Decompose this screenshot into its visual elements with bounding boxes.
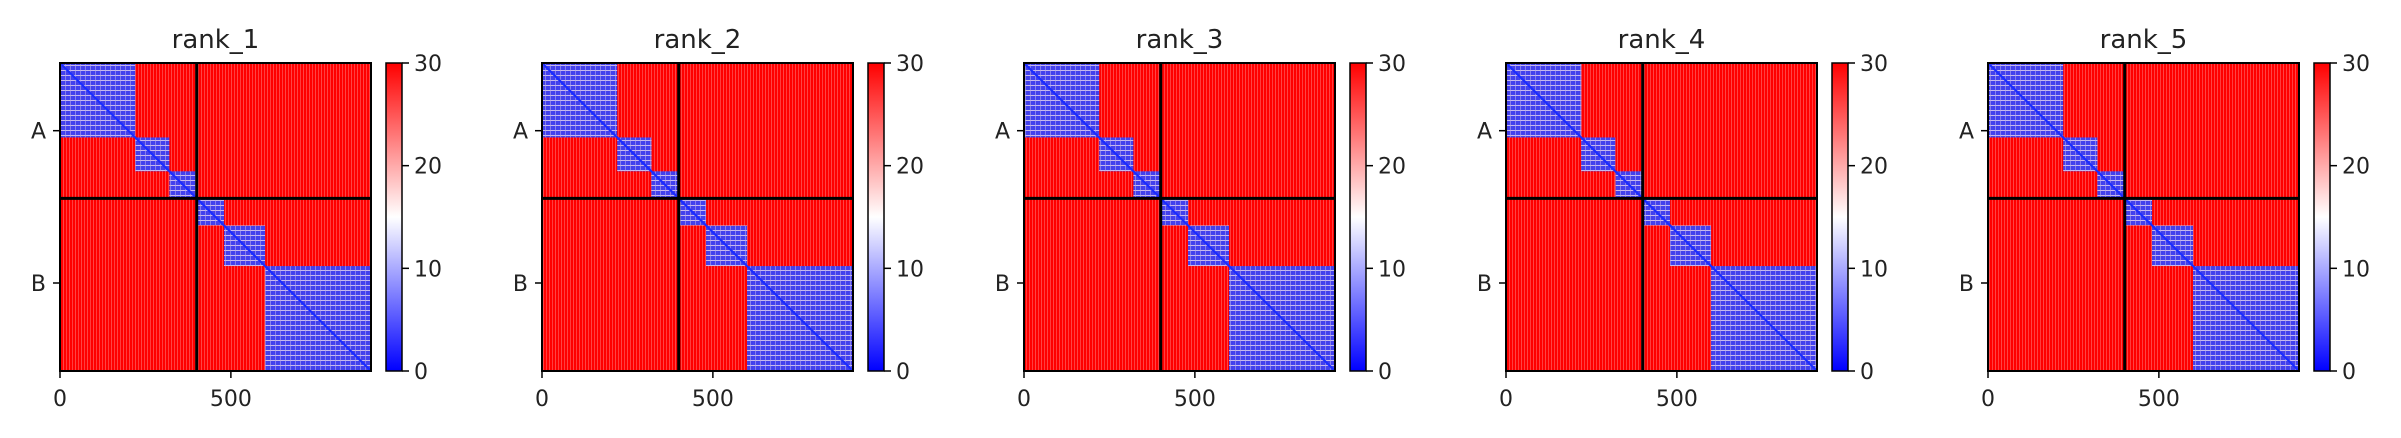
- colorbar-tick-label: 10: [414, 257, 442, 282]
- diagonal-line: [1505, 62, 1818, 372]
- x-tick-label: 0: [1499, 387, 1513, 412]
- colorbar-tick-label: 30: [1860, 52, 1888, 77]
- colorbar-tick-label: 0: [1860, 360, 1874, 385]
- panel-title: rank_1: [172, 25, 260, 55]
- axes-frame: [541, 62, 854, 372]
- colorbar-tick-label: 20: [2342, 155, 2370, 180]
- diagonal-line: [541, 62, 854, 372]
- x-tick-label: 0: [1981, 387, 1995, 412]
- colorbar-tick-label: 0: [896, 360, 910, 385]
- colorbar-tick-label: 0: [2342, 360, 2356, 385]
- x-tick-label: 0: [1017, 387, 1031, 412]
- x-tick-label: 0: [535, 387, 549, 412]
- heatmap-panel-3: rank_3 0 500 A B 0 10 20 30: [995, 25, 1406, 412]
- panel-title: rank_5: [2100, 25, 2188, 55]
- x-tick-label: 500: [692, 387, 734, 412]
- y-tick-label: B: [513, 272, 528, 297]
- y-tick-label: A: [513, 120, 528, 145]
- y-tick-label: A: [995, 120, 1010, 145]
- axes-frame: [1505, 62, 1818, 372]
- panel-title: rank_2: [654, 25, 742, 55]
- colorbar-tick-label: 20: [414, 155, 442, 180]
- colorbar-tick-label: 10: [1378, 257, 1406, 282]
- diagonal-line: [1987, 62, 2300, 372]
- x-tick-label: 500: [2138, 387, 2180, 412]
- y-tick-label: A: [1959, 120, 1974, 145]
- colorbar: [1349, 62, 1367, 372]
- colorbar-tick-label: 0: [1378, 360, 1392, 385]
- colorbar-tick-label: 10: [2342, 257, 2370, 282]
- x-tick-label: 0: [53, 387, 67, 412]
- panel-title: rank_4: [1618, 25, 1706, 55]
- heatmap-panel-5: rank_5 0 500 A B 0 10 20 30: [1959, 25, 2370, 412]
- colorbar-tick-label: 20: [896, 155, 924, 180]
- y-tick-label: B: [31, 272, 46, 297]
- colorbar: [1831, 62, 1849, 372]
- colorbar-tick-label: 30: [414, 52, 442, 77]
- colorbar-tick-label: 30: [1378, 52, 1406, 77]
- diagonal-line: [59, 62, 372, 372]
- axes-frame: [59, 62, 372, 372]
- heatmap-panel-2: rank_2 0 500 A B 0 10 20 30: [513, 25, 924, 412]
- colorbar: [867, 62, 885, 372]
- axes-frame: [1987, 62, 2300, 372]
- y-tick-label: A: [1477, 120, 1492, 145]
- x-tick-label: 500: [210, 387, 252, 412]
- colorbar: [385, 62, 403, 372]
- diagonal-line: [1023, 62, 1336, 372]
- y-tick-label: B: [1477, 272, 1492, 297]
- colorbar-tick-label: 0: [414, 360, 428, 385]
- x-tick-label: 500: [1174, 387, 1216, 412]
- y-tick-label: B: [1959, 272, 1974, 297]
- y-tick-label: A: [31, 120, 46, 145]
- colorbar-tick-label: 30: [896, 52, 924, 77]
- colorbar: [2313, 62, 2331, 372]
- colorbar-tick-label: 10: [896, 257, 924, 282]
- y-tick-label: B: [995, 272, 1010, 297]
- colorbar-tick-label: 30: [2342, 52, 2370, 77]
- colorbar-tick-label: 20: [1378, 155, 1406, 180]
- panel-title: rank_3: [1136, 25, 1224, 55]
- x-tick-label: 500: [1656, 387, 1698, 412]
- axes-frame: [1023, 62, 1336, 372]
- colorbar-tick-label: 10: [1860, 257, 1888, 282]
- colorbar-tick-label: 20: [1860, 155, 1888, 180]
- heatmap-panel-1: rank_1 0 500 A B 0 10 20 30: [31, 25, 442, 412]
- heatmap-panel-4: rank_4 0 500 A B 0 10 20 30: [1477, 25, 1888, 412]
